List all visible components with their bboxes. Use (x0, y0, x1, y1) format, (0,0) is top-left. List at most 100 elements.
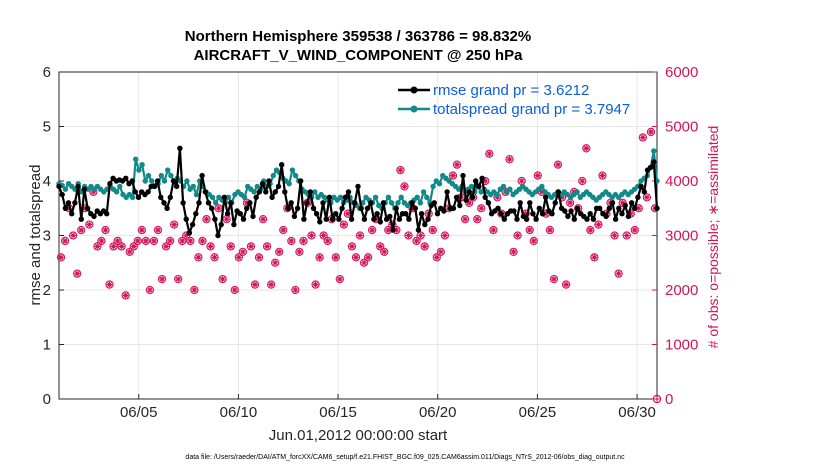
rmse-point (158, 194, 164, 200)
obs-assimilated-point (417, 232, 424, 239)
rmse-point (151, 183, 158, 190)
obs-possible-point (145, 285, 155, 295)
obs-possible-point (129, 242, 138, 251)
obs-possible-point (489, 225, 498, 235)
obs-assimilated-point (433, 254, 440, 261)
obs-assimilated-point (349, 243, 355, 250)
obs-possible-point (161, 242, 171, 251)
obs-assimilated-point (58, 254, 64, 261)
obs-possible-point (363, 253, 373, 262)
rmse-point (164, 205, 170, 211)
rmse-point (291, 213, 298, 220)
obs-possible-point (347, 242, 357, 251)
x-tick-label: 06/05 (120, 404, 158, 421)
rmse-point (263, 189, 269, 195)
rmse-point (199, 172, 205, 179)
rmse-point (329, 216, 336, 222)
obs-assimilated-point (74, 270, 80, 277)
obs-assimilated-point (320, 232, 327, 239)
obs-assimilated-point (98, 238, 105, 244)
x-tick-label: 06/10 (220, 404, 258, 421)
obs-assimilated-point (227, 243, 234, 250)
rmse-point (202, 189, 208, 195)
rmse-point (215, 232, 221, 239)
obs-assimilated-point (240, 249, 246, 255)
rmse-point (530, 211, 536, 217)
line-series (56, 145, 660, 239)
totalspread-point (62, 186, 69, 192)
obs-possible-point (121, 291, 130, 300)
obs-assimilated-point (248, 243, 254, 250)
obs-assimilated-point (510, 249, 517, 255)
obs-assimilated-point (595, 221, 602, 228)
rmse-point (590, 216, 597, 222)
obs-possible-point (230, 285, 239, 295)
obs-possible-point (246, 242, 256, 251)
rmse-point (361, 216, 368, 222)
footer-data-file: data file: /Users/raeder/DAI/ATM_forcXX/… (185, 454, 625, 461)
rmse-point (170, 178, 177, 184)
obs-possible-point (642, 193, 652, 202)
totalspread-point (117, 183, 123, 190)
totalspread-point (209, 194, 216, 200)
obs-assimilated-point (361, 259, 367, 266)
rmse-point (606, 205, 612, 211)
obs-possible-point (101, 225, 110, 235)
obs-possible-point (533, 171, 542, 180)
obs-assimilated-point (90, 189, 97, 195)
rmse-point (638, 183, 644, 190)
obs-assimilated-point (623, 232, 630, 239)
obs-possible-point (355, 231, 365, 240)
obs-possible-point (412, 236, 421, 246)
y-tick-label: 0 (43, 391, 51, 408)
rmse-point (123, 175, 129, 181)
obs-possible-point (56, 253, 66, 262)
rmse-point (584, 216, 590, 222)
rmse-point (256, 189, 263, 195)
rmse-point (288, 200, 294, 206)
obs-assimilated-point (405, 232, 412, 239)
y-right-tick-label: 4000 (665, 173, 698, 190)
obs-assimilated-point (555, 161, 561, 168)
obs-assimilated-point (231, 287, 238, 293)
rmse-point (619, 211, 625, 217)
obs-assimilated-point (183, 232, 190, 239)
obs-possible-point (594, 220, 603, 229)
obs-possible-point (254, 253, 264, 262)
legend-totalspread-marker (410, 105, 418, 113)
rmse-point (406, 216, 412, 222)
obs-possible-point (178, 236, 187, 246)
obs-possible-point (137, 225, 146, 235)
obs-assimilated-point (296, 249, 303, 255)
obs-assimilated-point (126, 249, 133, 255)
obs-assimilated-point (139, 227, 145, 233)
obs-possible-point (590, 253, 599, 262)
obs-possible-point (198, 236, 207, 246)
rmse-point (193, 211, 199, 217)
obs-assimilated-point (478, 205, 485, 212)
obs-assimilated-point (539, 189, 545, 195)
rmse-point (632, 205, 638, 211)
obs-assimilated-point (155, 227, 161, 233)
obs-possible-point (250, 280, 260, 289)
legend-rmse-marker (410, 86, 418, 94)
obs-assimilated-point (147, 287, 153, 293)
rmse-point (523, 216, 530, 222)
y-right-tick-label: 2000 (665, 282, 698, 299)
obs-possible-point (339, 220, 349, 229)
legend: rmse grand pr = 3.6212 totalspread grand… (398, 82, 630, 118)
obs-assimilated-point (547, 227, 553, 233)
obs-possible-point (436, 247, 445, 256)
rmse-point (333, 211, 339, 217)
rmse-point (616, 205, 622, 211)
obs-assimilated-point (260, 216, 266, 222)
rmse-point (393, 205, 399, 211)
obs-assimilated-point (215, 205, 222, 212)
obs-possible-point (485, 149, 494, 158)
totalspread-point (145, 172, 152, 179)
rmse-point (320, 200, 326, 206)
rmse-point (463, 197, 469, 203)
obs-assimilated-point (369, 227, 375, 233)
obs-possible-point (271, 258, 280, 267)
obs-possible-point (578, 176, 587, 186)
